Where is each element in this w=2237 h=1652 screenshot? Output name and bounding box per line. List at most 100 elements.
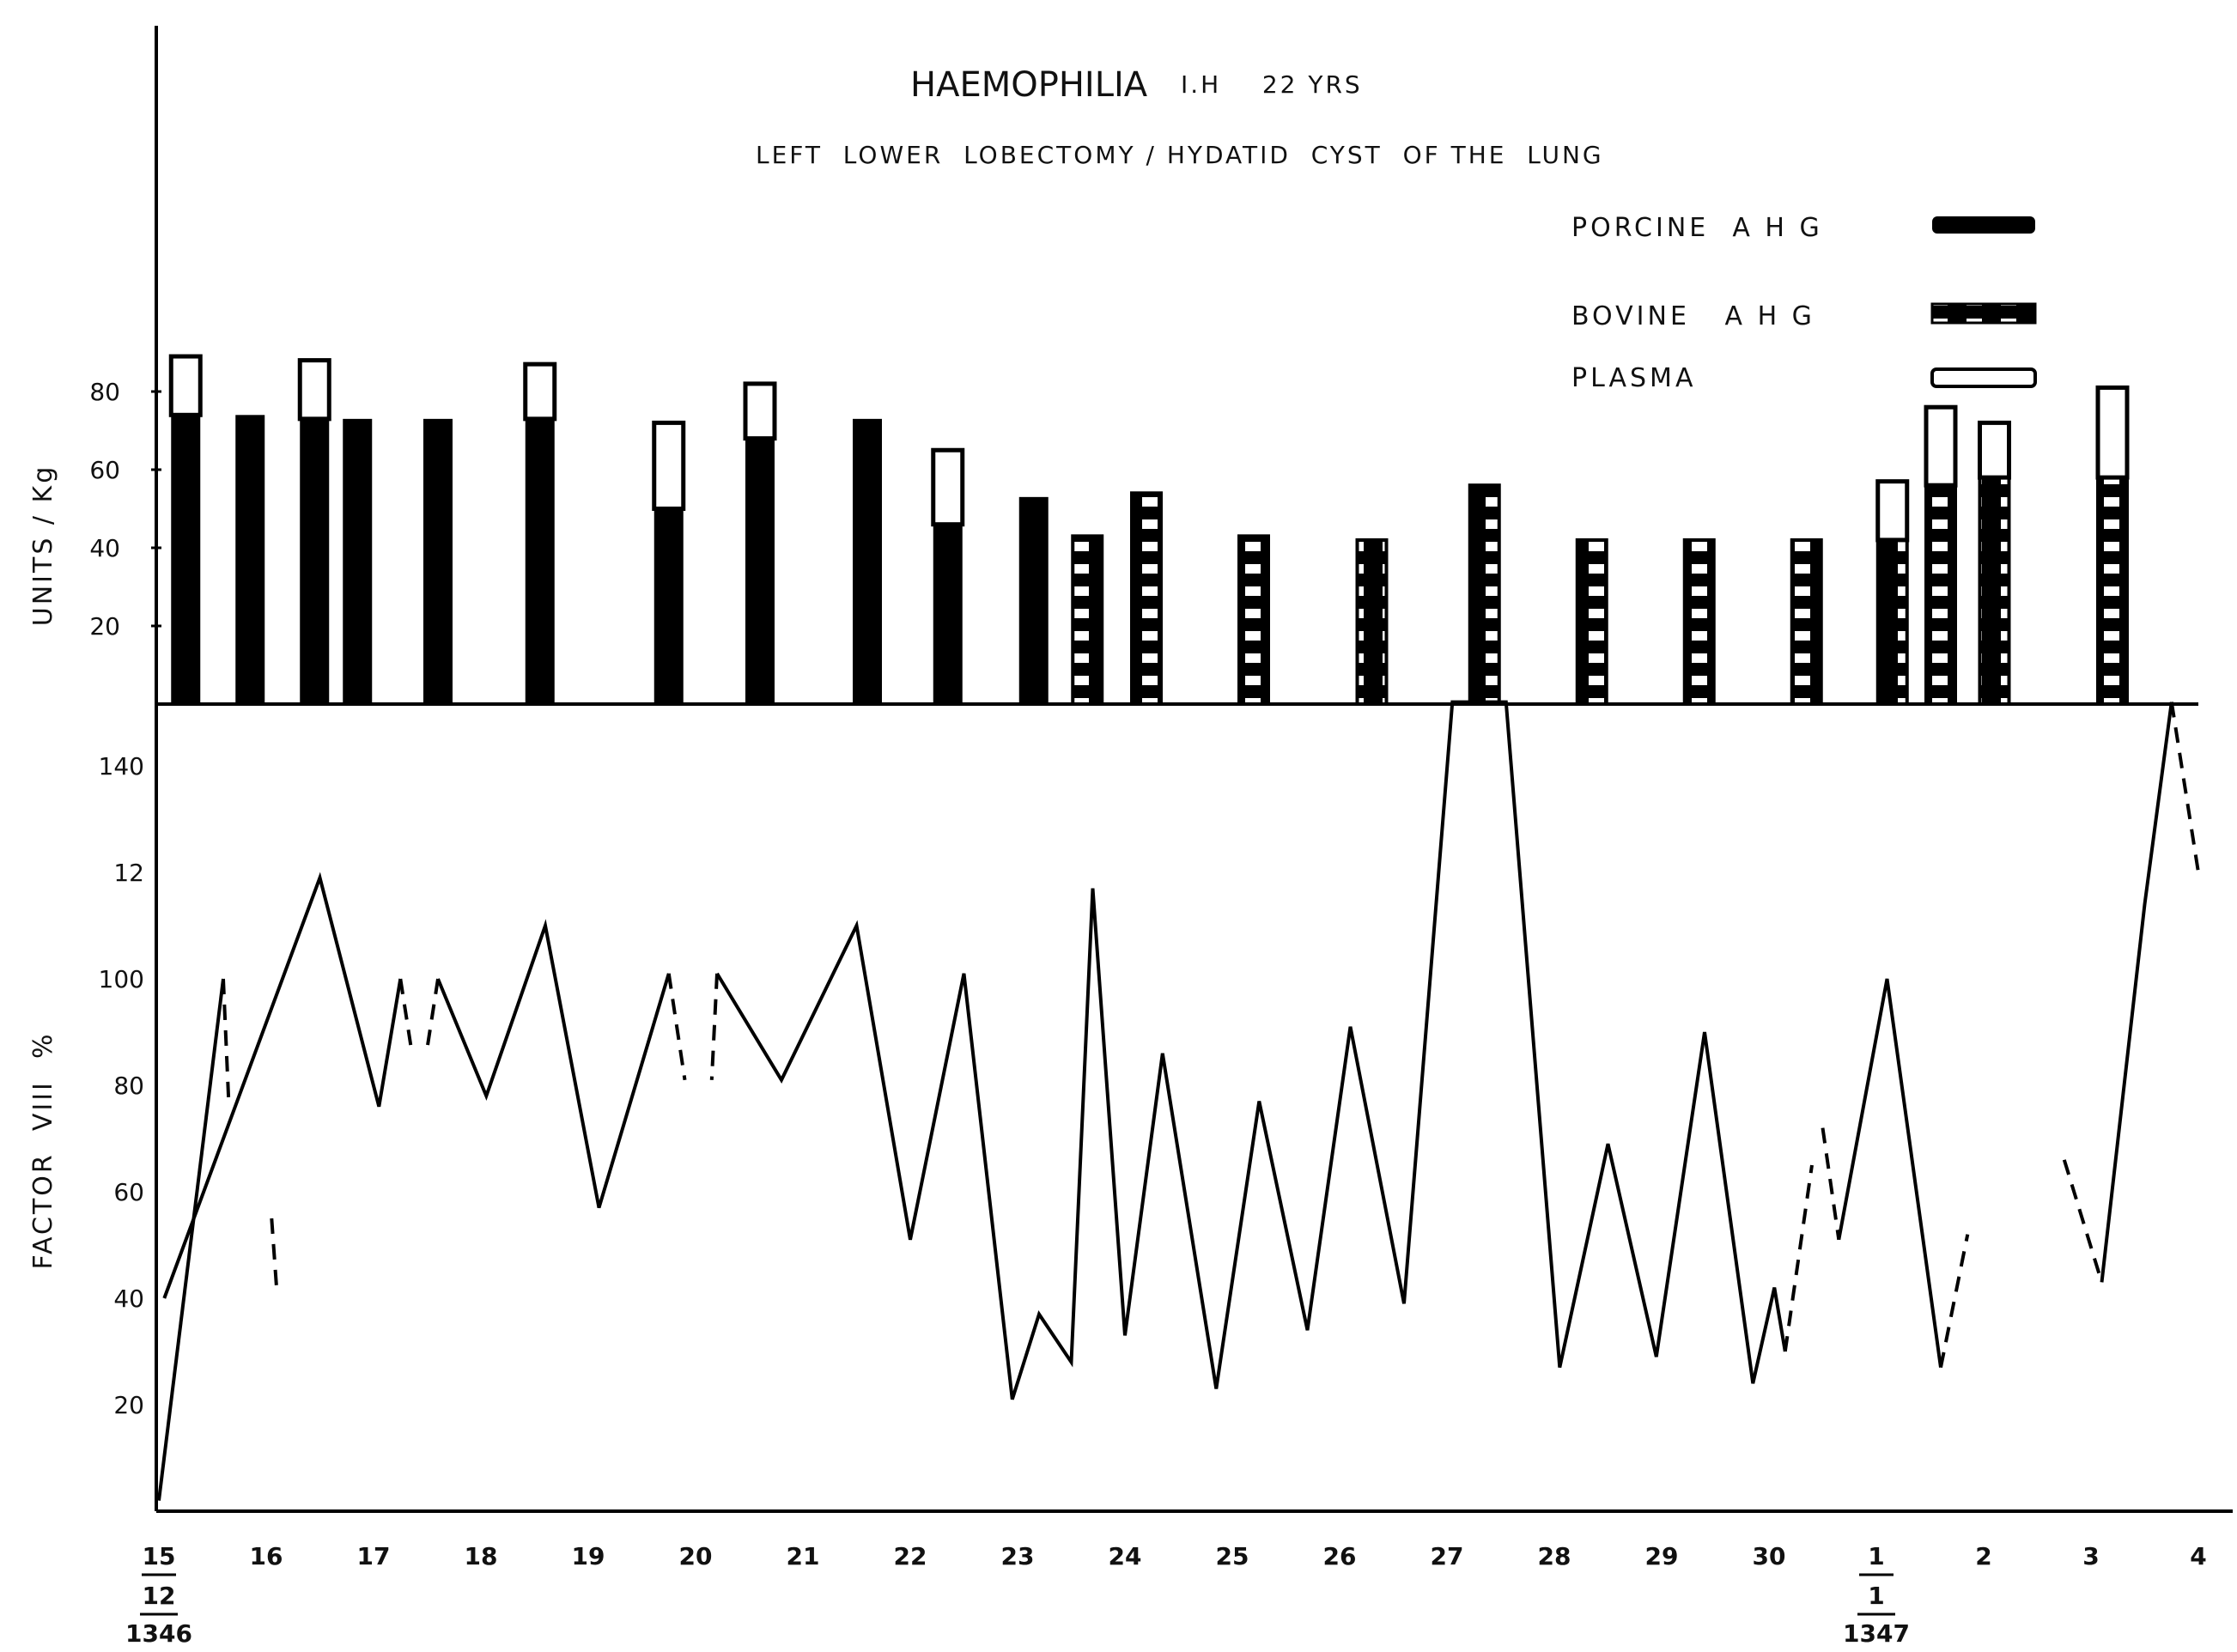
bottom-y-tick-label: 20 — [113, 1391, 144, 1419]
factor-viii-line-segment — [715, 700, 1787, 1400]
factor-viii-dashed-segment — [270, 1218, 279, 1293]
x-tick-label: 19 — [572, 1542, 605, 1570]
bar-plasma — [523, 361, 557, 422]
factor-viii-dashed-segment — [1783, 1164, 1814, 1352]
x-tick-label: 21 — [787, 1542, 820, 1570]
bar-bovine — [1575, 538, 1608, 707]
x-tick-label: 1 — [1868, 1542, 1884, 1570]
bar-porcine — [423, 418, 453, 704]
bottom-y-tick-label: 80 — [113, 1072, 144, 1100]
bar-plasma — [1924, 404, 1958, 488]
bar-porcine — [1018, 496, 1049, 704]
bar-series — [168, 354, 2130, 707]
x-tick-label: 24 — [1109, 1542, 1142, 1570]
bottom-y-tick-label: 100 — [99, 965, 144, 993]
factor-viii-dashed-segment — [425, 978, 440, 1048]
chart-subtitle: LEFT LOWER LOBECTOMY / HYDATID CYST OF T… — [756, 141, 1604, 169]
factor-viii-dashed-segment — [1821, 1127, 1841, 1241]
x-tick-label: 22 — [894, 1542, 927, 1570]
factor-viii-dashed-segment — [2062, 1159, 2104, 1283]
bar-porcine — [235, 415, 265, 704]
bar-porcine — [933, 524, 963, 704]
bottom-y-tick-label: 40 — [113, 1285, 144, 1313]
bar-bovine — [1790, 538, 1823, 707]
factor-viii-line-segment — [436, 919, 671, 1209]
bottom-y-tick-label: 12 — [113, 859, 144, 887]
x-tick-label: 26 — [1323, 1542, 1357, 1570]
bar-bovine — [1682, 538, 1716, 707]
bar-porcine — [171, 415, 201, 704]
legend-label-porcine: PORCINE A H G — [1571, 213, 1823, 243]
bar-porcine — [300, 418, 330, 704]
bar-porcine — [653, 508, 684, 704]
top-y-axis-label: UNITS / Kg — [28, 465, 58, 627]
chart-title: HAEMOPHILIA — [910, 65, 1148, 105]
x-tick-label: 23 — [1001, 1542, 1035, 1570]
bar-plasma — [931, 447, 965, 527]
x-tick-sublabel: 12 — [143, 1582, 176, 1610]
x-tick-label: 15 — [143, 1542, 176, 1570]
top-y-tick-label: 20 — [89, 612, 120, 641]
bar-bovine — [1355, 538, 1389, 707]
x-tick-label: 16 — [250, 1542, 283, 1570]
bar-porcine — [525, 418, 555, 704]
bar-plasma — [168, 354, 203, 417]
x-tick-label: 17 — [357, 1542, 391, 1570]
top-y-ticks: 20 40 60 80 — [89, 378, 161, 641]
bottom-y-axis-label: FACTOR VIII % — [28, 1032, 58, 1270]
factor-viii-line-segment — [1837, 978, 1942, 1368]
x-tick-label: 25 — [1216, 1542, 1249, 1570]
factor-viii-line-segment — [2100, 701, 2173, 1283]
bottom-y-tick-label: 60 — [113, 1178, 144, 1206]
bar-porcine — [343, 418, 373, 704]
legend-label-plasma: PLASMA — [1571, 363, 1696, 393]
bar-bovine — [1924, 483, 1957, 707]
bar-plasma — [2095, 385, 2130, 480]
x-tick-label: 4 — [2190, 1542, 2206, 1570]
x-tick-label: 28 — [1538, 1542, 1571, 1570]
bar-plasma — [1875, 479, 1910, 543]
bar-plasma — [652, 420, 686, 511]
x-tick-sublabel: 1346 — [125, 1619, 192, 1648]
legend-swatch-plasma — [1930, 367, 2037, 388]
bar-bovine — [1875, 538, 1909, 707]
legend-swatch-bovine — [1930, 302, 2037, 325]
x-tick-label: 29 — [1645, 1542, 1679, 1570]
x-tick-label: 20 — [679, 1542, 713, 1570]
bar-bovine — [1130, 491, 1163, 706]
bar-bovine — [1978, 476, 2011, 706]
factor-viii-dashed-segment — [398, 978, 413, 1048]
factor-viii-line-segment — [162, 872, 403, 1299]
top-y-tick-label: 80 — [89, 378, 120, 406]
x-tick-sublabel: 1 — [1868, 1582, 1884, 1610]
bar-plasma — [743, 381, 777, 441]
factor-viii-dashed-segment — [666, 973, 687, 1081]
x-tick-label: 2 — [1975, 1542, 1991, 1570]
line-series — [157, 700, 2200, 1501]
bar-bovine — [1071, 534, 1104, 706]
top-y-tick-label: 40 — [89, 534, 120, 562]
x-tick-label: 18 — [465, 1542, 498, 1570]
x-tick-label: 27 — [1431, 1542, 1464, 1570]
top-y-tick-label: 60 — [89, 456, 120, 484]
factor-viii-dashed-segment — [1939, 1234, 1970, 1368]
bottom-y-ticks: 20 40 60 80 100 12 140 — [99, 752, 144, 1419]
bar-plasma — [297, 358, 331, 422]
title-annotation: I.H 22 YRS — [1181, 70, 1363, 99]
bar-porcine — [745, 438, 775, 704]
factor-viii-dashed-segment — [222, 978, 231, 1102]
bar-bovine — [1468, 483, 1501, 707]
bar-bovine — [1237, 534, 1270, 706]
bar-porcine — [853, 418, 882, 704]
legend-label-bovine: BOVINE A H G — [1571, 301, 1815, 331]
factor-viii-line-segment — [157, 978, 225, 1501]
bottom-y-tick-label: 140 — [99, 752, 144, 780]
bar-plasma — [1978, 420, 2011, 480]
x-tick-sublabel: 1347 — [1843, 1619, 1910, 1648]
legend: PORCINE A H G BOVINE A H G PLASMA — [1571, 213, 2037, 393]
factor-viii-dashed-segment — [2169, 701, 2200, 873]
x-tick-label: 30 — [1753, 1542, 1786, 1570]
bar-bovine — [2096, 476, 2129, 706]
